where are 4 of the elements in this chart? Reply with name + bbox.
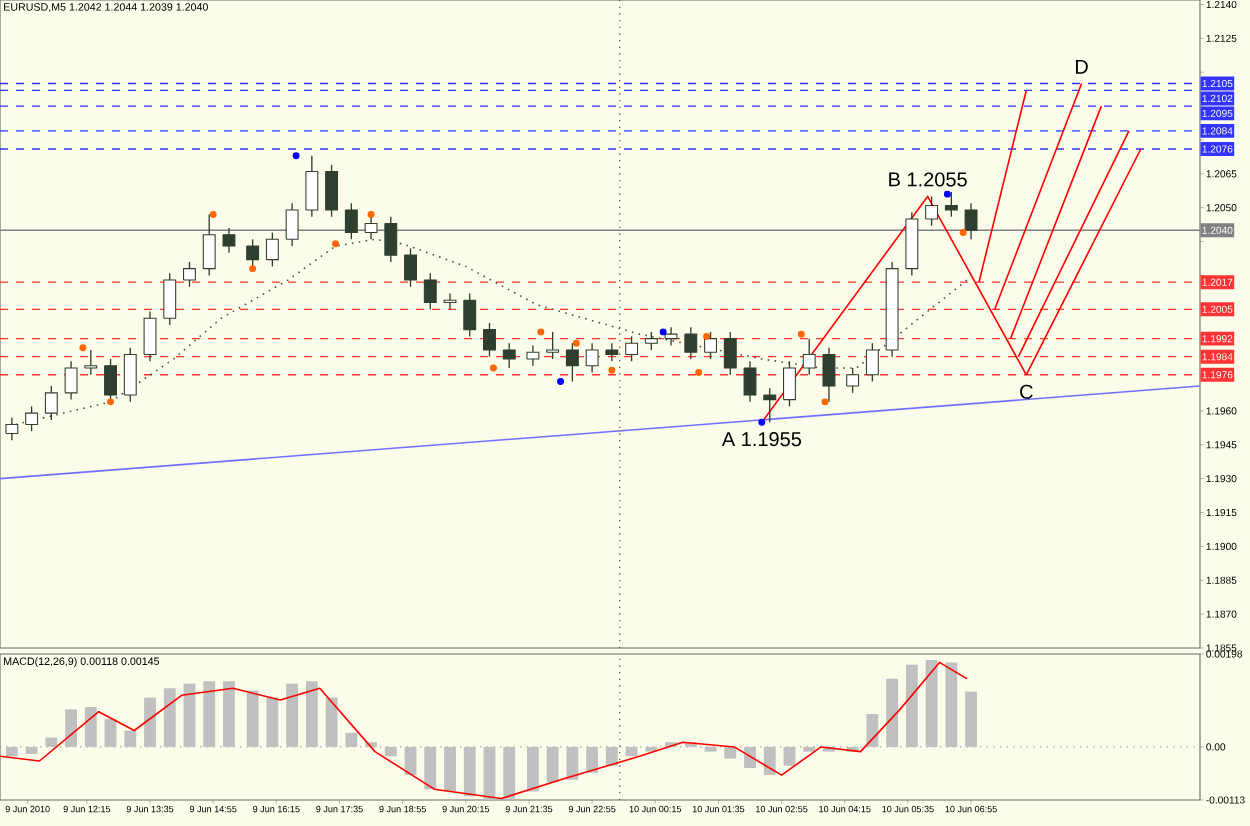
annotation: A 1.1955	[721, 432, 802, 447]
annotation: D	[1075, 59, 1088, 74]
annotation: C	[1020, 384, 1033, 399]
annotation: B 1.2055	[889, 172, 967, 187]
